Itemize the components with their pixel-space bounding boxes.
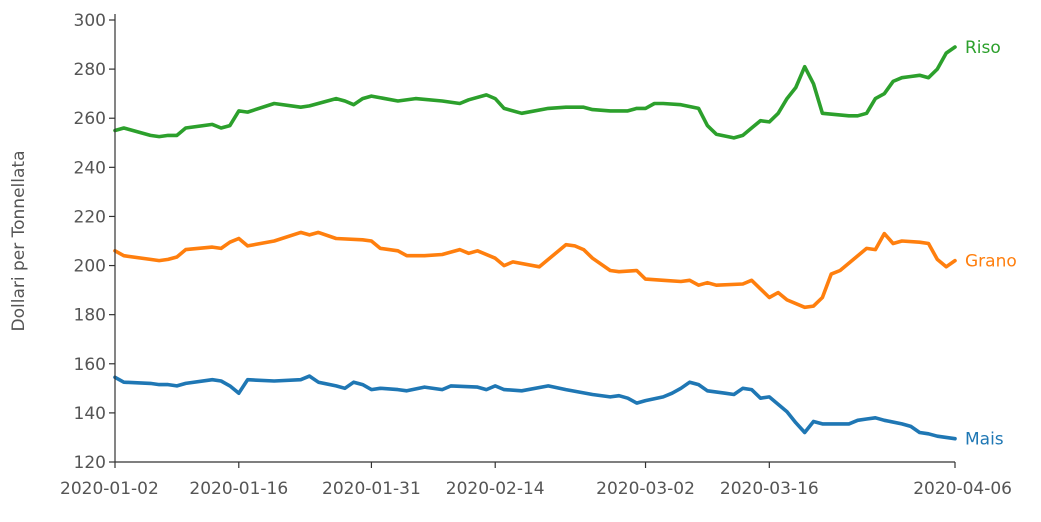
x-axis: 2020-01-02 2020-01-16 2020-01-31 2020-02-14… bbox=[60, 461, 1012, 499]
x-tick-label: 2020-03-02 bbox=[596, 479, 695, 499]
x-tick-label: 2020-01-16 bbox=[189, 479, 288, 499]
series-line-mais bbox=[113, 374, 957, 441]
x-tick-label: 2020-01-02 bbox=[60, 479, 159, 499]
x-tick-label: 2020-02-14 bbox=[446, 479, 545, 499]
x-tick-label: 2020-03-16 bbox=[720, 479, 819, 499]
y-tick-label: 160 bbox=[74, 355, 106, 375]
plot-lines bbox=[113, 45, 957, 441]
y-tick-label: 180 bbox=[74, 306, 106, 326]
series-label-mais: Mais bbox=[965, 430, 1004, 450]
y-axis-title: Dollari per Tonnellata bbox=[9, 151, 29, 332]
series-label-riso: Riso bbox=[965, 38, 1001, 58]
series-line-grano bbox=[113, 230, 957, 310]
x-tick-label: 2020-04-06 bbox=[913, 479, 1012, 499]
y-tick-label: 140 bbox=[74, 404, 106, 424]
y-tick-label: 220 bbox=[74, 207, 106, 227]
y-tick-label: 260 bbox=[74, 109, 106, 129]
series-line-riso bbox=[113, 45, 957, 140]
y-tick-label: 200 bbox=[74, 257, 106, 277]
y-tick-label: 240 bbox=[74, 158, 106, 178]
y-axis: 120 140 160 180 200 220 240 260 280 300 bbox=[74, 11, 116, 473]
y-tick-label: 280 bbox=[74, 60, 106, 80]
series-labels: Riso Grano Mais bbox=[965, 38, 1017, 450]
series-label-grano: Grano bbox=[965, 252, 1017, 272]
y-tick-label: 300 bbox=[74, 11, 106, 31]
x-tick-label: 2020-01-31 bbox=[322, 479, 421, 499]
y-tick-label: 120 bbox=[74, 453, 106, 473]
